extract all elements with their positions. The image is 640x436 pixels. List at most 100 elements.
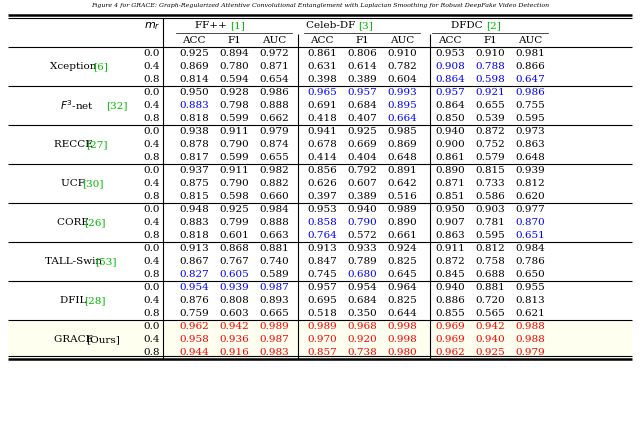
Text: 0.518: 0.518 — [307, 309, 337, 318]
Text: 0.954: 0.954 — [347, 283, 377, 292]
Text: 0.875: 0.875 — [179, 179, 209, 188]
Text: 0.891: 0.891 — [387, 166, 417, 175]
Text: 0.903: 0.903 — [475, 205, 505, 214]
Text: 0.8: 0.8 — [144, 153, 160, 162]
Text: 0.605: 0.605 — [219, 270, 249, 279]
Text: 0.818: 0.818 — [179, 231, 209, 240]
Text: 0.607: 0.607 — [347, 179, 377, 188]
Text: 0.740: 0.740 — [259, 257, 289, 266]
Text: 0.825: 0.825 — [387, 257, 417, 266]
Text: 0.953: 0.953 — [307, 205, 337, 214]
Text: 0.900: 0.900 — [435, 140, 465, 149]
Text: 0.878: 0.878 — [179, 140, 209, 149]
Text: 0.928: 0.928 — [219, 88, 249, 97]
Text: [28]: [28] — [84, 296, 106, 305]
Text: 0.957: 0.957 — [307, 283, 337, 292]
Text: 0.4: 0.4 — [144, 140, 160, 149]
Text: 0.645: 0.645 — [387, 270, 417, 279]
Text: 0.858: 0.858 — [307, 218, 337, 227]
Text: F1: F1 — [483, 36, 497, 45]
Text: 0.4: 0.4 — [144, 257, 160, 266]
Text: 0.864: 0.864 — [435, 101, 465, 110]
Text: [6]: [6] — [93, 62, 108, 71]
Text: [53]: [53] — [95, 257, 116, 266]
Text: $F^3$-net: $F^3$-net — [60, 99, 94, 112]
Text: 0.565: 0.565 — [475, 309, 505, 318]
Text: 0.789: 0.789 — [347, 257, 377, 266]
Text: [27]: [27] — [86, 140, 108, 149]
Text: 0.969: 0.969 — [435, 335, 465, 344]
Text: 0.589: 0.589 — [259, 270, 289, 279]
Text: 0.579: 0.579 — [475, 153, 505, 162]
Text: 0.969: 0.969 — [435, 322, 465, 331]
Text: 0.886: 0.886 — [435, 296, 465, 305]
Text: 0.910: 0.910 — [475, 49, 505, 58]
Text: DFIL: DFIL — [60, 296, 90, 305]
Text: 0.908: 0.908 — [435, 62, 465, 71]
Text: 0.655: 0.655 — [259, 153, 289, 162]
Text: 0.925: 0.925 — [475, 348, 505, 357]
Text: 0.651: 0.651 — [515, 231, 545, 240]
Text: Celeb-DF: Celeb-DF — [305, 21, 358, 31]
Text: 0.752: 0.752 — [475, 140, 505, 149]
Text: 0.695: 0.695 — [307, 296, 337, 305]
Text: 0.788: 0.788 — [475, 62, 505, 71]
Text: 0.781: 0.781 — [475, 218, 505, 227]
Text: 0.350: 0.350 — [347, 309, 377, 318]
Text: 0.812: 0.812 — [475, 244, 505, 253]
Text: 0.8: 0.8 — [144, 270, 160, 279]
Text: 0.8: 0.8 — [144, 192, 160, 201]
Text: 0.983: 0.983 — [259, 348, 289, 357]
Text: AUC: AUC — [262, 36, 286, 45]
Text: 0.953: 0.953 — [435, 49, 465, 58]
Text: 0.389: 0.389 — [347, 75, 377, 84]
Text: 0.980: 0.980 — [387, 348, 417, 357]
Text: 0.647: 0.647 — [515, 75, 545, 84]
Text: 0.621: 0.621 — [515, 309, 545, 318]
Text: AUC: AUC — [390, 36, 414, 45]
Text: 0.911: 0.911 — [435, 244, 465, 253]
Text: 0.925: 0.925 — [179, 49, 209, 58]
Text: [1]: [1] — [230, 21, 245, 31]
Text: 0.720: 0.720 — [475, 296, 505, 305]
Text: 0.389: 0.389 — [347, 192, 377, 201]
Text: 0.847: 0.847 — [307, 257, 337, 266]
Text: 0.603: 0.603 — [219, 309, 249, 318]
Text: 0.925: 0.925 — [219, 205, 249, 214]
Text: 0.855: 0.855 — [435, 309, 465, 318]
Text: 0.825: 0.825 — [387, 296, 417, 305]
Text: 0.626: 0.626 — [307, 179, 337, 188]
Text: 0.856: 0.856 — [307, 166, 337, 175]
Text: 0.8: 0.8 — [144, 231, 160, 240]
Text: 0.397: 0.397 — [307, 192, 337, 201]
Text: AUC: AUC — [518, 36, 542, 45]
Text: 0.0: 0.0 — [144, 244, 160, 253]
Text: 0.874: 0.874 — [259, 140, 289, 149]
Text: 0.988: 0.988 — [515, 322, 545, 331]
Text: Figure 4 for GRACE: Graph-Regularized Attentive Convolutional Entanglement with : Figure 4 for GRACE: Graph-Regularized At… — [91, 3, 549, 8]
Text: 0.669: 0.669 — [347, 140, 377, 149]
Text: 0.957: 0.957 — [347, 88, 377, 97]
Text: 0.798: 0.798 — [219, 101, 249, 110]
Text: 0.981: 0.981 — [515, 49, 545, 58]
Text: 0.572: 0.572 — [347, 231, 377, 240]
Text: 0.664: 0.664 — [387, 114, 417, 123]
Text: 0.660: 0.660 — [259, 192, 289, 201]
Text: 0.958: 0.958 — [179, 335, 209, 344]
Text: 0.8: 0.8 — [144, 75, 160, 84]
Text: 0.984: 0.984 — [515, 244, 545, 253]
Text: [30]: [30] — [83, 179, 104, 188]
Text: 0.0: 0.0 — [144, 127, 160, 136]
Text: CORE: CORE — [58, 218, 93, 227]
Text: 0.813: 0.813 — [515, 296, 545, 305]
Text: [32]: [32] — [106, 101, 127, 110]
Text: 0.817: 0.817 — [179, 153, 209, 162]
Text: 0.4: 0.4 — [144, 179, 160, 188]
Text: 0.598: 0.598 — [475, 75, 505, 84]
Text: 0.940: 0.940 — [475, 335, 505, 344]
Text: 0.869: 0.869 — [387, 140, 417, 149]
Text: 0.940: 0.940 — [347, 205, 377, 214]
Text: 0.911: 0.911 — [219, 166, 249, 175]
Text: 0.808: 0.808 — [219, 296, 249, 305]
Text: 0.631: 0.631 — [307, 62, 337, 71]
